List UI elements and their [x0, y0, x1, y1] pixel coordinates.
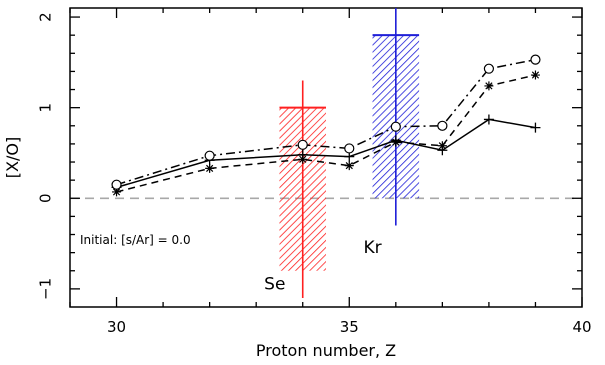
data-point-dashdot-8 [531, 55, 540, 64]
data-point-solid-8 [530, 123, 540, 133]
x-tick-label: 30 [107, 318, 126, 336]
y-tick-label: −1 [37, 278, 55, 300]
data-point-dashdot-7 [484, 64, 493, 73]
initial-condition-annotation: Initial: [s/Ar] = 0.0 [80, 233, 191, 247]
data-point-dashed-2 [205, 164, 214, 173]
y-tick-label: 1 [37, 103, 55, 113]
x-tick-label: 35 [340, 318, 359, 336]
data-point-dashed-6 [438, 141, 447, 150]
y-axis-label: [X/O] [3, 137, 22, 178]
obs-label-se: Se [264, 274, 285, 294]
data-point-dashdot-5 [391, 122, 400, 131]
data-point-dashdot-3 [298, 140, 307, 149]
obs-label-kr: Kr [363, 238, 381, 258]
data-point-dashed-3 [298, 155, 307, 164]
data-point-dashed-5 [391, 138, 400, 147]
x-tick-label: 40 [572, 318, 591, 336]
data-point-dashdot-4 [345, 144, 354, 153]
y-tick-label: 0 [37, 193, 55, 203]
y-tick-label: 2 [37, 12, 55, 22]
data-point-dashed-4 [345, 161, 354, 170]
x-axis-label: Proton number, Z [256, 341, 396, 360]
data-point-dashdot-6 [438, 121, 447, 130]
data-point-dashdot-2 [205, 151, 214, 160]
data-point-dashed-7 [484, 81, 493, 90]
data-point-solid-7 [484, 114, 494, 124]
data-point-dashdot-1 [112, 180, 121, 189]
data-point-dashed-8 [531, 71, 540, 80]
